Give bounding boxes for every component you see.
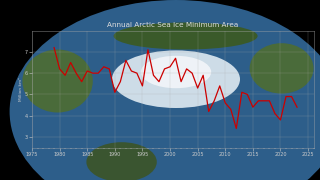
Ellipse shape xyxy=(86,142,157,180)
Ellipse shape xyxy=(250,43,314,94)
Ellipse shape xyxy=(112,50,240,108)
Ellipse shape xyxy=(10,0,320,180)
Ellipse shape xyxy=(22,50,93,112)
Title: Annual Arctic Sea Ice Minimum Area: Annual Arctic Sea Ice Minimum Area xyxy=(107,22,238,28)
Ellipse shape xyxy=(114,22,258,50)
Ellipse shape xyxy=(141,56,211,88)
Y-axis label: Million km²: Million km² xyxy=(19,77,23,101)
